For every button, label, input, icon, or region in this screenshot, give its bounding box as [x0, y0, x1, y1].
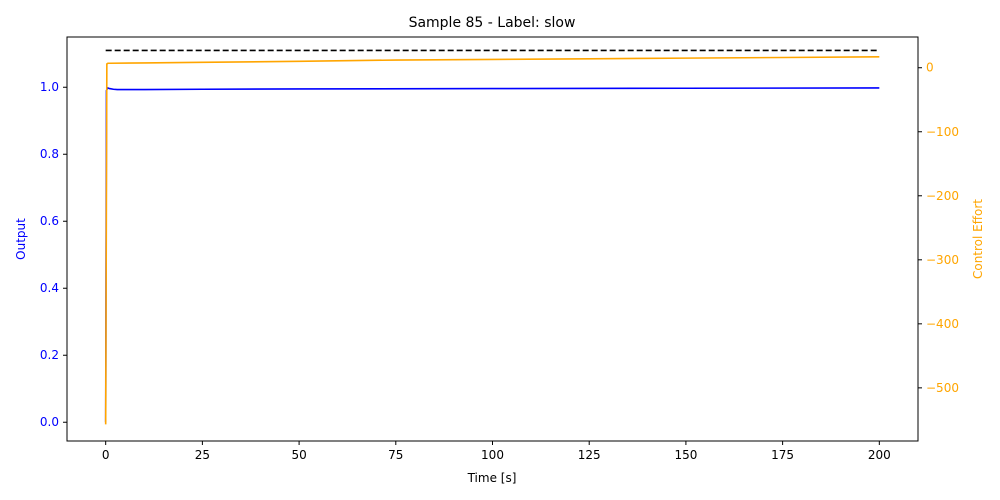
x-axis-label: Time [s]: [467, 471, 517, 485]
output-series-line: [104, 87, 880, 423]
y-left-tick-label: 0.8: [40, 147, 59, 161]
y-left-tick-label: 0.2: [40, 348, 59, 362]
y-left-axis-label: Output: [14, 218, 28, 260]
y-right-tick-label: −300: [926, 253, 959, 267]
x-tick-label: 75: [388, 448, 403, 462]
y-left-tick-label: 0.4: [40, 281, 59, 295]
x-axis: 0 25 50 75 100 125 150 175 200: [102, 441, 891, 462]
control-effort-series-line: [104, 56, 880, 425]
x-tick-label: 0: [102, 448, 110, 462]
y-left-tick-label: 0.6: [40, 214, 59, 228]
x-tick-label: 25: [195, 448, 210, 462]
y-left-tick-label: 0.0: [40, 415, 59, 429]
plot-layer: [104, 49, 880, 425]
x-tick-label: 175: [771, 448, 794, 462]
y-right-tick-label: −100: [926, 125, 959, 139]
y-right-tick-label: −200: [926, 189, 959, 203]
y-left-tick-label: 1.0: [40, 80, 59, 94]
y-right-axis-label: Control Effort: [971, 199, 985, 279]
chart-title: Sample 85 - Label: slow: [409, 15, 576, 31]
x-tick-label: 100: [481, 448, 504, 462]
y-right-tick-label: 0: [926, 61, 934, 75]
x-tick-label: 200: [868, 448, 891, 462]
y-right-tick-label: −400: [926, 317, 959, 331]
x-tick-label: 150: [674, 448, 697, 462]
y-right-tick-label: −500: [926, 381, 959, 395]
x-tick-label: 125: [578, 448, 601, 462]
y-right-axis: −500 −400 −300 −200 −100 0: [918, 61, 959, 395]
y-left-axis: 0.0 0.2 0.4 0.6 0.8 1.0: [40, 80, 67, 429]
x-tick-label: 50: [291, 448, 306, 462]
